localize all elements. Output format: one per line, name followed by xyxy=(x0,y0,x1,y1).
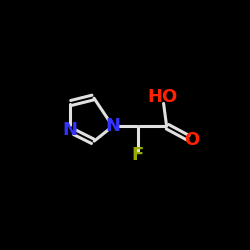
Text: N: N xyxy=(105,117,120,135)
Text: N: N xyxy=(63,121,78,139)
Text: HO: HO xyxy=(148,88,178,106)
Text: F: F xyxy=(132,146,144,164)
Text: O: O xyxy=(184,131,199,149)
